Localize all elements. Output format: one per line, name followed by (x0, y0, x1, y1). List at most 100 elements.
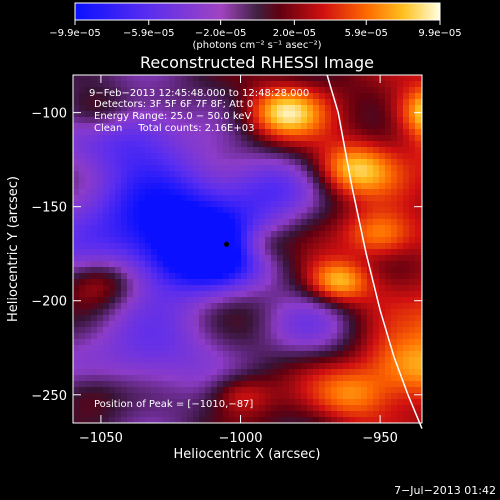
heatmap-cell (169, 369, 176, 376)
heatmap-cell (91, 321, 98, 328)
heatmap-cell (247, 75, 254, 82)
heatmap-cell (79, 369, 86, 376)
heatmap-cell (391, 327, 398, 334)
heatmap-cell (223, 141, 230, 148)
heatmap-cell (229, 351, 236, 358)
heatmap-cell (277, 111, 284, 118)
heatmap-cell (163, 291, 170, 298)
heatmap-cell (229, 237, 236, 244)
heatmap-cell (157, 351, 164, 358)
heatmap-cell (79, 225, 86, 232)
heatmap-cell (337, 177, 344, 184)
heatmap-cell (379, 279, 386, 286)
heatmap-cell (79, 153, 86, 160)
heatmap-cell (121, 237, 128, 244)
heatmap-cell (307, 237, 314, 244)
heatmap-cell (253, 213, 260, 220)
heatmap-cell (175, 249, 182, 256)
heatmap-cell (409, 213, 416, 220)
heatmap-cell (91, 165, 98, 172)
heatmap-cell (325, 387, 332, 394)
heatmap-cell (313, 267, 320, 274)
heatmap-cell (361, 381, 368, 388)
heatmap-cell (199, 165, 206, 172)
heatmap-cell (283, 381, 290, 388)
heatmap-cell (415, 249, 422, 256)
heatmap-cell (307, 135, 314, 142)
heatmap-cell (355, 261, 362, 268)
heatmap-cell (271, 405, 278, 412)
colorbar-tick-label: −5.9e−05 (123, 28, 175, 39)
heatmap-cell (271, 333, 278, 340)
heatmap-cell (271, 327, 278, 334)
heatmap-cell (265, 87, 272, 94)
heatmap-cell (199, 93, 206, 100)
heatmap-cell (139, 381, 146, 388)
heatmap-cell (163, 255, 170, 262)
heatmap-cell (91, 351, 98, 358)
heatmap-cell (241, 147, 248, 154)
heatmap-cell (409, 345, 416, 352)
heatmap-cell (127, 255, 134, 262)
heatmap-cell (373, 333, 380, 340)
heatmap-cell (265, 159, 272, 166)
heatmap-cell (415, 327, 422, 334)
heatmap-cell (349, 363, 356, 370)
heatmap-cell (409, 249, 416, 256)
heatmap-cell (145, 369, 152, 376)
heatmap-cell (121, 249, 128, 256)
heatmap-cell (319, 267, 326, 274)
heatmap-cell (349, 327, 356, 334)
heatmap-cell (133, 87, 140, 94)
heatmap-cell (181, 255, 188, 262)
heatmap-cell (109, 405, 116, 412)
heatmap-cell (103, 135, 110, 142)
heatmap-cell (259, 381, 266, 388)
heatmap-cell (277, 159, 284, 166)
heatmap-cell (259, 213, 266, 220)
heatmap-cell (235, 81, 242, 88)
heatmap-cell (175, 363, 182, 370)
heatmap-cell (217, 357, 224, 364)
heatmap-cell (391, 249, 398, 256)
heatmap-cell (79, 177, 86, 184)
heatmap-cell (277, 339, 284, 346)
heatmap-cell (301, 255, 308, 262)
heatmap-cell (325, 411, 332, 418)
heatmap-cell (259, 267, 266, 274)
heatmap-cell (337, 111, 344, 118)
heatmap-cell (187, 165, 194, 172)
heatmap-cell (367, 105, 374, 112)
heatmap-cell (97, 171, 104, 178)
heatmap-cell (271, 321, 278, 328)
heatmap-cell (127, 117, 134, 124)
heatmap-cell (193, 363, 200, 370)
heatmap-cell (217, 111, 224, 118)
heatmap-cell (373, 381, 380, 388)
heatmap-cell (127, 387, 134, 394)
heatmap-cell (343, 333, 350, 340)
heatmap-cell (415, 171, 422, 178)
heatmap-cell (319, 411, 326, 418)
heatmap-cell (181, 177, 188, 184)
heatmap-cell (289, 171, 296, 178)
heatmap-cell (337, 105, 344, 112)
heatmap-cell (271, 273, 278, 280)
heatmap-cell (229, 147, 236, 154)
heatmap-cell (193, 405, 200, 412)
heatmap-cell (409, 129, 416, 136)
heatmap-cell (73, 201, 80, 208)
heatmap-cell (265, 315, 272, 322)
heatmap-cell (385, 135, 392, 142)
heatmap-cell (403, 153, 410, 160)
heatmap-cell (73, 351, 80, 358)
heatmap-cell (157, 267, 164, 274)
heatmap-cell (247, 261, 254, 268)
heatmap-cell (361, 105, 368, 112)
heatmap-cell (151, 213, 158, 220)
heatmap-cell (385, 201, 392, 208)
heatmap-cell (187, 417, 194, 423)
heatmap-cell (181, 321, 188, 328)
heatmap-cell (139, 81, 146, 88)
heatmap-cell (127, 189, 134, 196)
